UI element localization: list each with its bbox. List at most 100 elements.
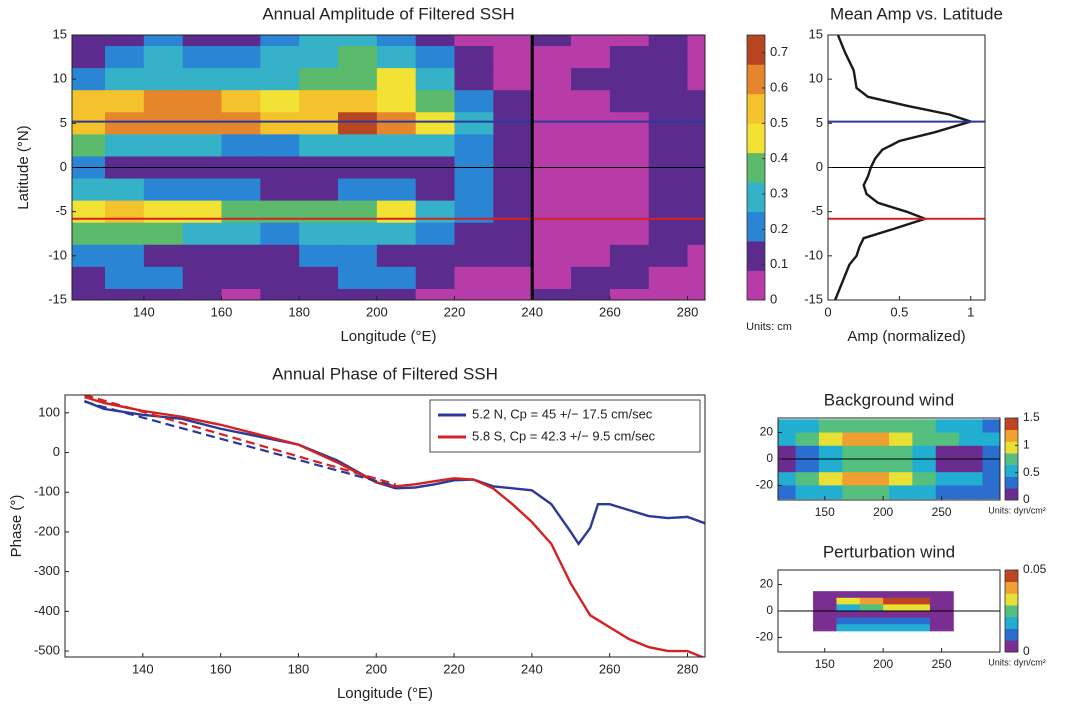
heat-cell: [571, 134, 611, 157]
heat-cell: [571, 90, 611, 113]
heat-cell: [376, 90, 417, 113]
heat-cell: [609, 222, 650, 246]
heat-cell: [221, 244, 261, 268]
y-tick-label: 5: [60, 115, 67, 130]
heat-cell: [376, 35, 417, 47]
heat-cell: [571, 266, 611, 290]
heat-cell: [105, 134, 145, 157]
colorbar-tick-label: 0.05: [1023, 562, 1047, 576]
heat-cell: [299, 112, 339, 135]
heat-cell: [609, 200, 650, 224]
heat-cell: [795, 485, 820, 500]
heat-cell: [818, 445, 843, 460]
colorbar-swatch: [1005, 441, 1018, 454]
heat-cell: [338, 222, 378, 246]
heat-cell: [865, 445, 890, 460]
y-axis-label: Phase (°): [8, 495, 25, 558]
heat-cell: [982, 459, 1000, 473]
chart-title: Annual Phase of Filtered SSH: [272, 364, 498, 383]
heat-cell: [935, 459, 960, 473]
heat-cell: [648, 244, 689, 268]
heat-cell: [778, 419, 797, 434]
heat-cell: [454, 134, 494, 157]
plot-area: [828, 35, 985, 300]
colorbar-swatch: [747, 64, 765, 95]
heat-cell: [795, 445, 820, 460]
heat-cell: [105, 222, 145, 246]
x-tick-label: 140: [132, 661, 154, 676]
heat-cell: [865, 459, 890, 473]
fit-line: [84, 395, 397, 486]
colorbar-swatch: [747, 123, 765, 154]
heat-cell: [415, 35, 456, 47]
heat-cell: [299, 134, 339, 157]
heat-cell: [105, 46, 145, 69]
heat-cell: [299, 244, 339, 268]
heat-cell: [415, 68, 456, 91]
heat-cell: [532, 244, 572, 268]
panel: Annual Amplitude of Filtered SSH 0 0.1 0.2 0…: [15, 4, 792, 344]
heat-cell: [493, 35, 533, 47]
heat-cell: [982, 445, 1000, 460]
heat-cell: [818, 419, 843, 434]
heat-cell: [818, 459, 843, 473]
heat-cell: [493, 46, 533, 69]
heat-cell: [982, 419, 1000, 434]
heat-cell: [571, 288, 611, 300]
heat-cell: [338, 46, 378, 69]
heat-cell: [906, 597, 931, 605]
heat-cell: [687, 244, 705, 268]
heat-cell: [299, 222, 339, 246]
heat-cell: [72, 244, 106, 268]
heat-cell: [299, 35, 339, 47]
colorbar-swatch: [747, 35, 765, 65]
plot-area: [778, 591, 1000, 632]
heat-cell: [454, 68, 494, 91]
heat-cell: [376, 266, 417, 290]
colorbar-frame: [746, 34, 766, 301]
heat-cell: [795, 459, 820, 473]
heat-cell: [72, 35, 106, 47]
heat-cell: [813, 591, 837, 599]
heat-cell: [415, 112, 456, 135]
heat-cell: [182, 68, 223, 91]
heat-cell: [571, 35, 611, 47]
heat-cell: [532, 288, 572, 300]
heat-cell: [260, 112, 300, 135]
colorbar-tick-label: 0.5: [1023, 465, 1040, 479]
heat-cell: [687, 178, 705, 202]
colorbar-swatch: [747, 152, 765, 183]
y-tick-label: 20: [760, 425, 774, 439]
heat-cell: [935, 432, 960, 447]
x-axis-label: Longitude (°E): [340, 328, 436, 345]
heat-cell: [182, 46, 223, 69]
colorbar-swatch: [1005, 628, 1018, 641]
y-tick-label: 0: [53, 444, 60, 459]
heat-cell: [221, 90, 261, 113]
heat-cell: [143, 35, 184, 47]
fit-line: [834, 35, 975, 300]
heat-cell: [532, 35, 572, 47]
heat-cell: [143, 244, 184, 268]
legend-label: 5.8 S, Cp = 42.3 +/− 9.5 cm/sec: [472, 428, 656, 443]
heat-cell: [836, 591, 861, 599]
heat-cell: [609, 134, 650, 157]
heat-cell: [415, 288, 456, 300]
heat-cell: [571, 222, 611, 246]
heat-cell: [912, 419, 937, 434]
heat-cell: [260, 178, 300, 202]
heat-cell: [648, 112, 689, 135]
heat-cell: [532, 46, 572, 69]
heat-cell: [532, 134, 572, 157]
y-tick-label: 10: [53, 71, 67, 86]
heat-cell: [338, 68, 378, 91]
heat-cell: [532, 68, 572, 91]
heat-cell: [299, 200, 339, 224]
colorbar-unit: Units: dyn/cm²: [988, 505, 1046, 515]
heat-cell: [72, 222, 106, 246]
colorbar-swatch: [1005, 605, 1018, 618]
heat-cell: [260, 244, 300, 268]
heat-cell: [532, 112, 572, 135]
heat-cell: [338, 266, 378, 290]
x-tick-label: 250: [932, 657, 952, 671]
